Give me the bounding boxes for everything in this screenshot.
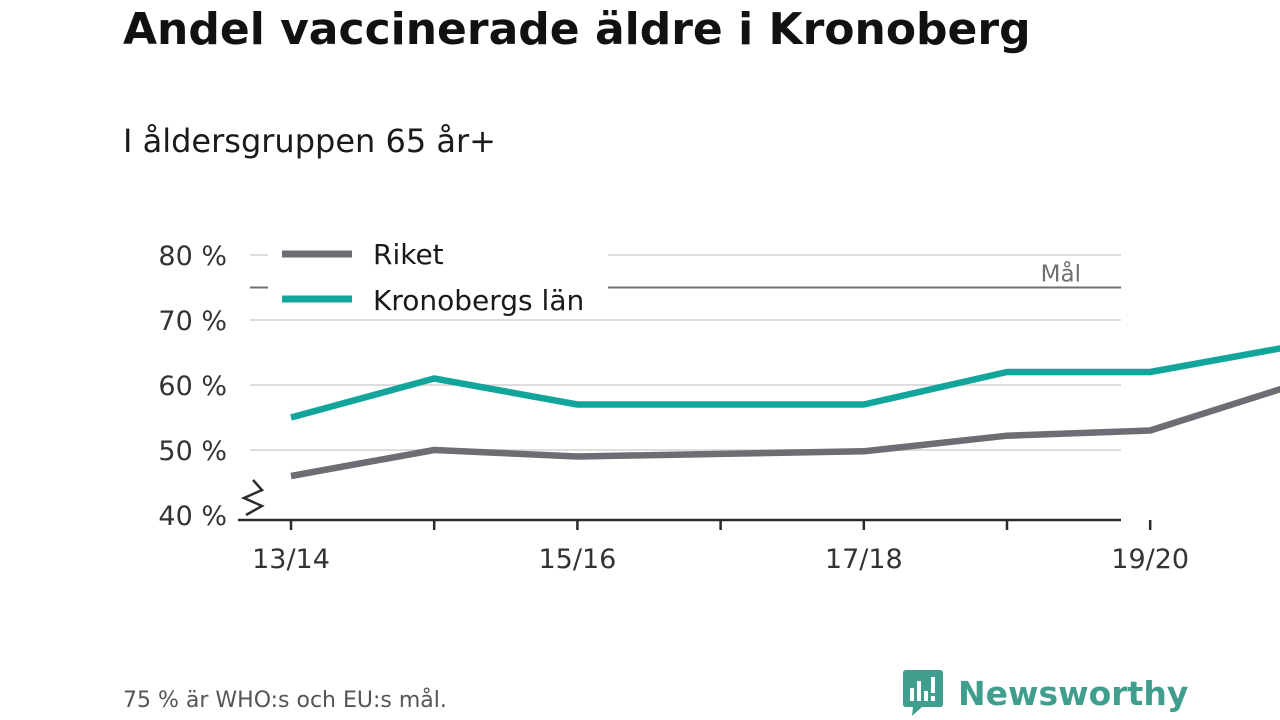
footnote: 75 % är WHO:s och EU:s mål. — [123, 688, 447, 713]
series-line-kronoberg — [290, 345, 1280, 421]
legend-background — [268, 232, 608, 318]
chart-title: Andel vaccinerade äldre i Kronoberg — [123, 4, 1031, 55]
x-tick-label: 19/20 — [1111, 544, 1189, 575]
legend: Riket Kronobergs län — [268, 232, 608, 318]
chart-subtitle: I åldersgruppen 65 år+ — [123, 122, 496, 160]
brand: Newsworthy — [902, 668, 1188, 718]
y-tick-label: 70 % — [158, 306, 227, 337]
y-axis-labels: 40 % 50 % 60 % 70 % 80 % — [158, 241, 227, 532]
y-tick-label: 80 % — [158, 241, 227, 272]
x-tick-label: 15/16 — [538, 544, 616, 575]
newsworthy-logo-icon — [903, 670, 943, 716]
axis-break-icon — [240, 479, 265, 517]
series-line-riket — [290, 385, 1280, 480]
y-tick-label: 60 % — [158, 371, 227, 402]
target-label: Mål — [1041, 260, 1081, 288]
data-series — [290, 345, 1280, 480]
legend-label-kronoberg: Kronobergs län — [373, 284, 584, 317]
x-tick-label: 17/18 — [825, 544, 903, 575]
y-tick-label: 40 % — [158, 501, 227, 532]
axes — [238, 479, 1121, 522]
y-tick-label: 50 % — [158, 436, 227, 467]
line-chart: Mål 40 % 50 % 60 % 70 % 80 % 13/14 15/16 17/18… — [158, 232, 1280, 575]
legend-label-riket: Riket — [373, 238, 444, 271]
brand-name: Newsworthy — [958, 673, 1189, 713]
x-tick-label: 13/14 — [252, 544, 330, 575]
